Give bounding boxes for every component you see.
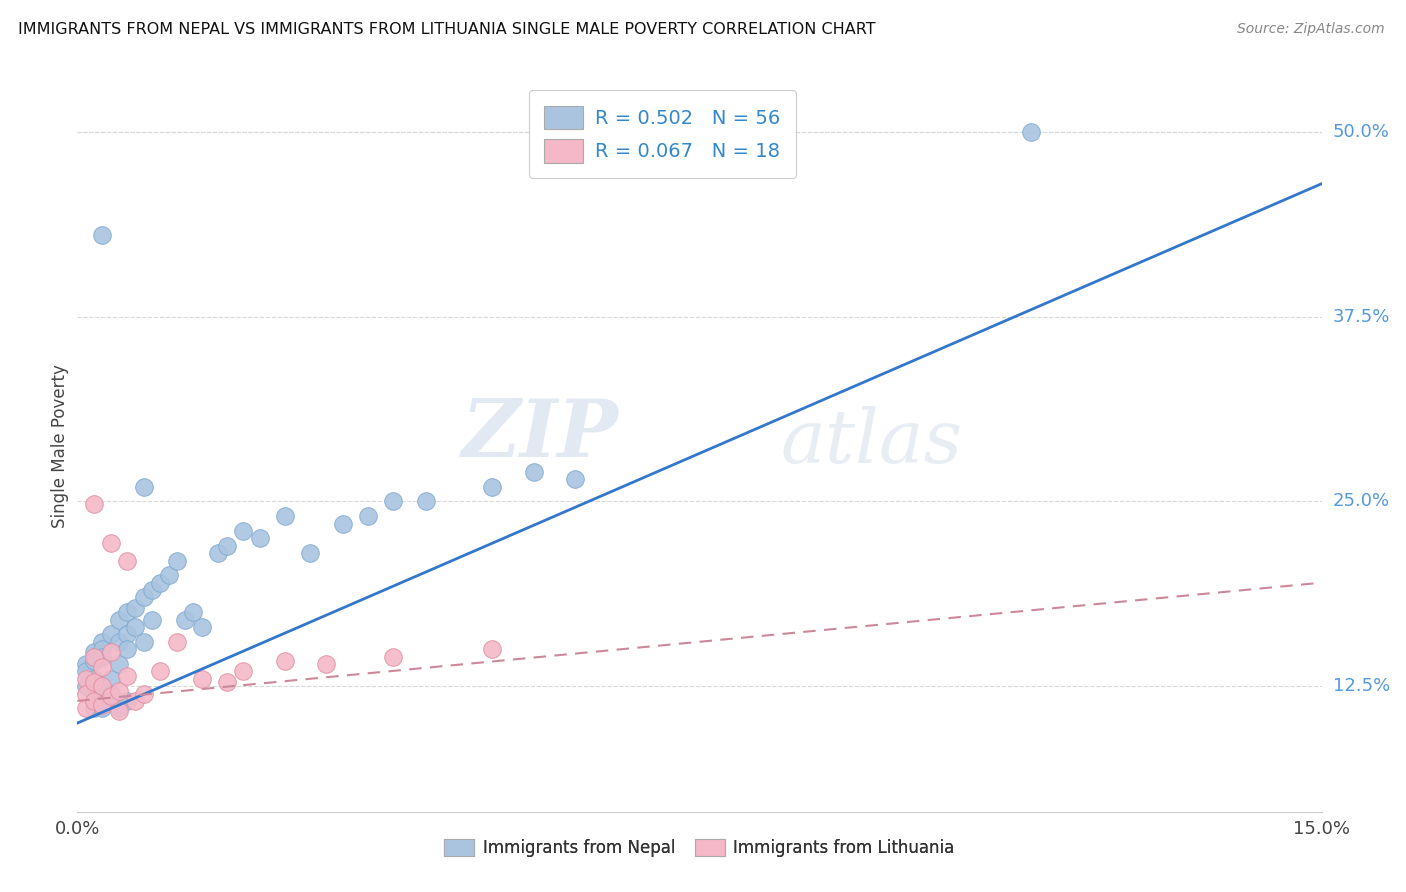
- Point: [191, 672, 214, 686]
- Point: [91, 679, 114, 693]
- Point: [75, 672, 97, 686]
- Point: [274, 654, 297, 668]
- Point: [124, 620, 146, 634]
- Point: [755, 125, 778, 139]
- Y-axis label: Single Male Poverty: Single Male Poverty: [51, 364, 69, 528]
- Text: 37.5%: 37.5%: [1333, 308, 1391, 326]
- Point: [232, 665, 254, 679]
- Point: [481, 642, 503, 657]
- Text: ZIP: ZIP: [461, 396, 619, 474]
- Point: [132, 591, 155, 605]
- Point: [332, 516, 354, 531]
- Point: [91, 660, 114, 674]
- Point: [91, 679, 114, 693]
- Point: [141, 613, 163, 627]
- Point: [108, 704, 131, 718]
- Point: [315, 657, 337, 671]
- Point: [115, 642, 138, 657]
- Point: [83, 654, 105, 668]
- Point: [83, 649, 105, 664]
- Point: [381, 494, 404, 508]
- Point: [149, 665, 172, 679]
- Point: [124, 694, 146, 708]
- Point: [108, 657, 131, 671]
- Point: [523, 465, 546, 479]
- Point: [1021, 125, 1043, 139]
- Point: [75, 686, 97, 700]
- Point: [91, 642, 114, 657]
- Point: [274, 509, 297, 524]
- Point: [174, 613, 197, 627]
- Point: [215, 539, 238, 553]
- Point: [108, 634, 131, 648]
- Text: Source: ZipAtlas.com: Source: ZipAtlas.com: [1237, 22, 1385, 37]
- Point: [381, 649, 404, 664]
- Point: [357, 509, 380, 524]
- Point: [75, 665, 97, 679]
- Point: [75, 657, 97, 671]
- Text: IMMIGRANTS FROM NEPAL VS IMMIGRANTS FROM LITHUANIA SINGLE MALE POVERTY CORRELATI: IMMIGRANTS FROM NEPAL VS IMMIGRANTS FROM…: [18, 22, 876, 37]
- Point: [149, 575, 172, 590]
- Point: [75, 701, 97, 715]
- Point: [83, 497, 105, 511]
- Point: [115, 627, 138, 641]
- Point: [108, 701, 131, 715]
- Text: 12.5%: 12.5%: [1333, 677, 1391, 695]
- Point: [100, 690, 122, 704]
- Point: [100, 627, 122, 641]
- Point: [83, 686, 105, 700]
- Point: [115, 553, 138, 567]
- Point: [132, 480, 155, 494]
- Point: [100, 536, 122, 550]
- Point: [166, 634, 188, 648]
- Point: [124, 600, 146, 615]
- Point: [83, 701, 105, 715]
- Point: [157, 568, 180, 582]
- Point: [191, 620, 214, 634]
- Point: [100, 686, 122, 700]
- Point: [232, 524, 254, 538]
- Text: 50.0%: 50.0%: [1333, 123, 1389, 141]
- Point: [91, 634, 114, 648]
- Point: [166, 553, 188, 567]
- Point: [83, 674, 105, 689]
- Text: 25.0%: 25.0%: [1333, 492, 1391, 510]
- Legend: Immigrants from Nepal, Immigrants from Lithuania: Immigrants from Nepal, Immigrants from L…: [436, 830, 963, 865]
- Point: [83, 694, 105, 708]
- Point: [100, 645, 122, 659]
- Point: [91, 698, 114, 713]
- Point: [141, 583, 163, 598]
- Point: [415, 494, 437, 508]
- Point: [298, 546, 321, 560]
- Point: [83, 672, 105, 686]
- Point: [183, 605, 205, 619]
- Point: [91, 649, 114, 664]
- Point: [132, 686, 155, 700]
- Point: [83, 694, 105, 708]
- Point: [564, 472, 586, 486]
- Point: [91, 701, 114, 715]
- Point: [100, 672, 122, 686]
- Point: [108, 613, 131, 627]
- Point: [115, 605, 138, 619]
- Point: [83, 645, 105, 659]
- Point: [115, 694, 138, 708]
- Point: [249, 532, 271, 546]
- Point: [115, 669, 138, 683]
- Text: atlas: atlas: [780, 406, 963, 479]
- Point: [215, 674, 238, 689]
- Point: [207, 546, 229, 560]
- Point: [481, 480, 503, 494]
- Point: [132, 634, 155, 648]
- Point: [108, 683, 131, 698]
- Point: [91, 228, 114, 243]
- Point: [75, 679, 97, 693]
